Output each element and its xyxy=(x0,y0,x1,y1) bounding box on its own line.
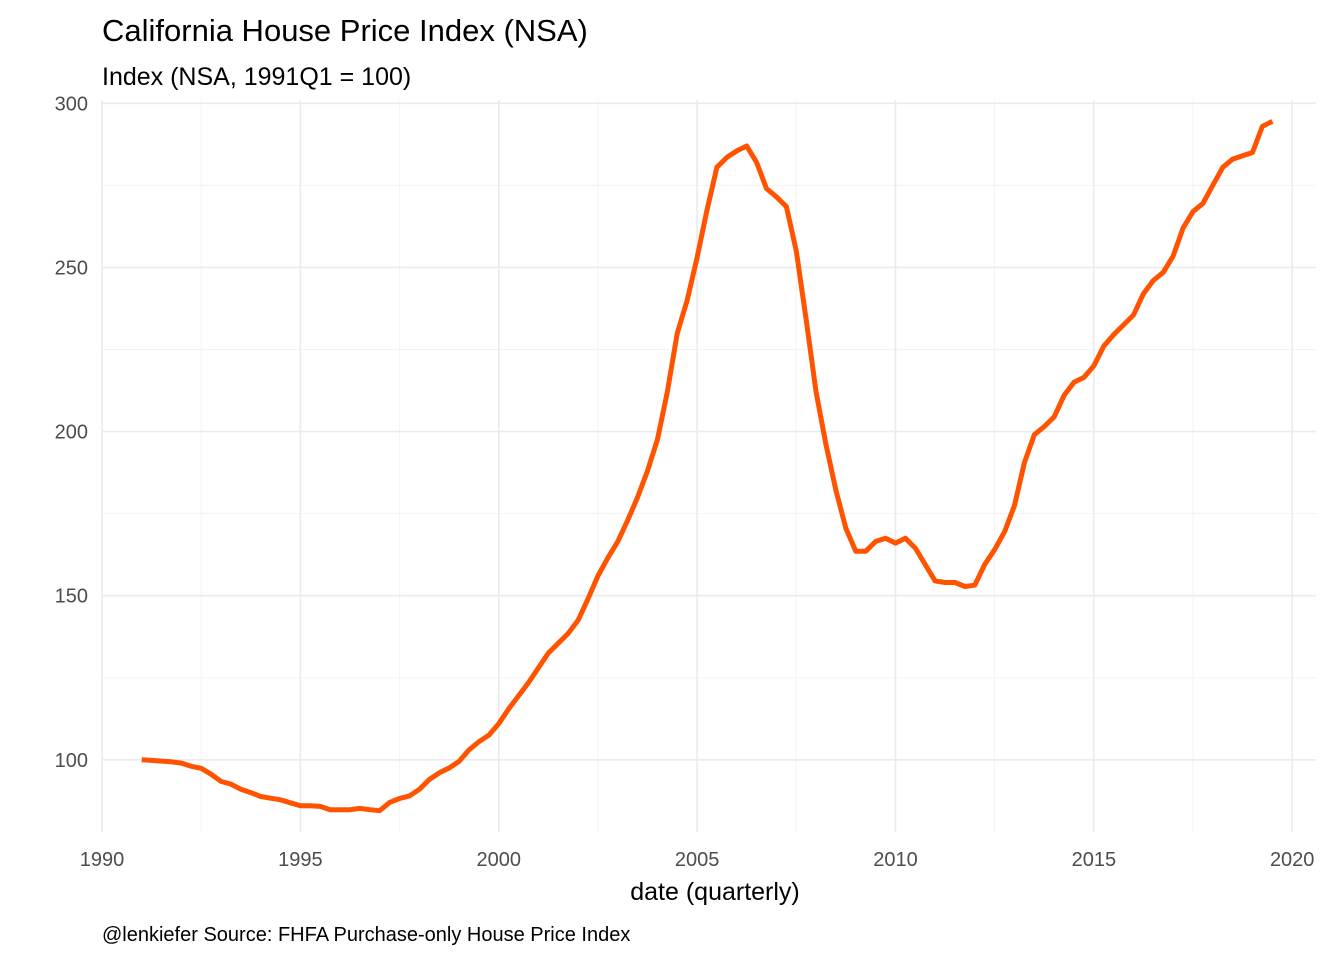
chart-title: California House Price Index (NSA) xyxy=(102,13,588,48)
y-tick-label: 100 xyxy=(55,750,88,772)
x-tick-label: 2010 xyxy=(873,849,918,871)
x-tick-label: 2000 xyxy=(476,849,521,871)
series-line xyxy=(141,119,1274,814)
y-axis-ticks: 100 150 200 250 300 xyxy=(55,93,88,772)
x-tick-label: 2005 xyxy=(675,849,720,871)
x-axis-ticks: 1990 1995 2000 2005 2010 2015 2020 xyxy=(80,849,1315,871)
y-tick-label: 200 xyxy=(55,422,88,444)
x-tick-label: 2015 xyxy=(1072,849,1117,871)
chart-subtitle: Index (NSA, 1991Q1 = 100) xyxy=(102,63,411,91)
chart-caption: @lenkiefer Source: FHFA Purchase-only Ho… xyxy=(102,924,630,946)
x-tick-label: 1990 xyxy=(80,849,125,871)
x-tick-label: 1995 xyxy=(278,849,323,871)
x-tick-label: 2020 xyxy=(1270,849,1315,871)
y-tick-label: 150 xyxy=(55,586,88,608)
grid-lines xyxy=(101,100,1316,832)
y-tick-label: 300 xyxy=(55,93,88,115)
x-axis-title: date (quarterly) xyxy=(630,878,800,906)
y-tick-label: 250 xyxy=(55,257,88,279)
